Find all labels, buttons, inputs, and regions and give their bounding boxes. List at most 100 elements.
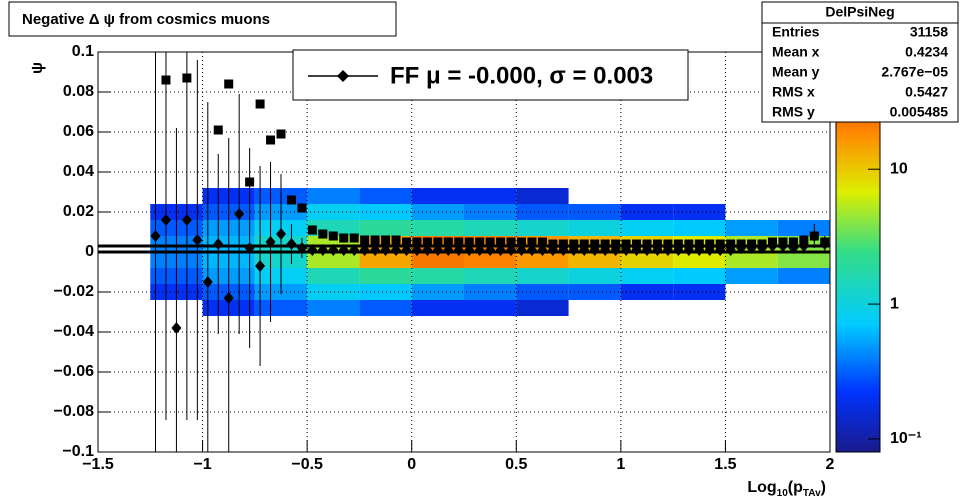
- rms-marker: [360, 235, 370, 245]
- rms-marker: [506, 237, 516, 247]
- heatmap-cell: [725, 252, 778, 268]
- x-tick-label: 2: [826, 456, 835, 473]
- mean-marker: [380, 244, 391, 256]
- rms-marker: [266, 135, 276, 145]
- rms-marker: [652, 239, 662, 249]
- y-tick-label: 0.08: [63, 83, 94, 100]
- legend-marker: [337, 70, 349, 82]
- rms-marker: [276, 129, 286, 139]
- rms-marker: [297, 203, 307, 213]
- mean-marker: [276, 228, 286, 240]
- stats-value: 0.5427: [905, 84, 948, 100]
- mean-marker: [338, 244, 349, 256]
- y-tick-label: −0.06: [54, 363, 95, 380]
- mean-marker: [223, 292, 234, 304]
- legend-text: FF μ = -0.000, σ = 0.003: [390, 62, 653, 89]
- rms-marker: [600, 239, 610, 249]
- rms-marker: [401, 237, 411, 247]
- mean-marker: [160, 214, 171, 226]
- mean-marker: [234, 208, 245, 220]
- heatmap-cell: [516, 268, 569, 284]
- rms-marker: [673, 239, 683, 249]
- mean-marker: [171, 322, 182, 334]
- rms-marker: [224, 79, 234, 89]
- stats-label: RMS x: [772, 84, 815, 100]
- stats-box: [761, 1, 959, 123]
- heatmap-cell: [620, 220, 674, 236]
- y-tick-label: −0.02: [54, 283, 95, 300]
- rms-marker: [820, 237, 830, 247]
- z-tick-label: 10: [890, 160, 908, 177]
- heatmap-cell: [307, 300, 360, 316]
- mean-marker: [495, 244, 506, 256]
- heatmap-cell: [359, 220, 412, 236]
- rms-marker: [590, 239, 600, 249]
- heatmap-cell: [673, 252, 726, 268]
- heatmap-cell: [307, 268, 360, 284]
- heatmap-cell: [411, 188, 464, 204]
- heatmap-cell: [568, 268, 621, 284]
- x-label-part: Log: [747, 479, 776, 496]
- heatmap-cell: [516, 300, 569, 316]
- rms-marker: [809, 231, 819, 241]
- mean-marker: [307, 244, 318, 256]
- heatmap-cell: [411, 252, 464, 268]
- rms-marker: [161, 75, 171, 85]
- heatmap-cell: [359, 268, 412, 284]
- x-tick-label: 1.5: [714, 456, 736, 473]
- rms-marker: [694, 239, 704, 249]
- mean-marker: [506, 244, 517, 256]
- rms-marker: [370, 235, 380, 245]
- heatmap-cell: [777, 268, 830, 284]
- heatmap-cell: [411, 284, 464, 300]
- legend-box: [292, 49, 689, 101]
- x-tick-label: −1.5: [82, 456, 114, 473]
- heatmap-cell: [725, 220, 778, 236]
- heatmap-cell: [464, 220, 517, 236]
- mean-marker: [464, 244, 475, 256]
- mean-marker: [244, 242, 255, 254]
- rms-marker: [705, 239, 715, 249]
- heatmap-cell: [464, 300, 517, 316]
- rms-marker: [579, 239, 589, 249]
- heatmap-cell: [359, 252, 412, 268]
- rms-marker: [621, 239, 631, 249]
- heatmap-cell: [516, 188, 569, 204]
- heatmap-cell: [673, 268, 726, 284]
- mean-marker: [537, 244, 548, 256]
- heatmap-cell: [464, 252, 517, 268]
- mean-marker: [202, 276, 213, 288]
- mean-marker: [349, 244, 360, 256]
- heatmap-cell: [464, 268, 517, 284]
- mean-marker: [391, 244, 402, 256]
- mean-marker: [286, 238, 297, 250]
- stats-value: 0.005485: [890, 104, 949, 120]
- mean-marker: [181, 214, 192, 226]
- rms-marker: [548, 239, 558, 249]
- heatmap-cell: [359, 300, 412, 316]
- y-tick-label: −0.08: [54, 403, 95, 420]
- y-tick-label: 0: [85, 243, 94, 260]
- heatmap-cell: [725, 268, 778, 284]
- heatmap-cell: [673, 220, 726, 236]
- rms-marker: [391, 235, 401, 245]
- rms-marker: [339, 233, 349, 243]
- mean-marker: [526, 244, 537, 256]
- y-tick-label: 0.06: [63, 123, 94, 140]
- y-tick-label: 0.02: [63, 203, 94, 220]
- heatmap-cell: [568, 252, 621, 268]
- heatmap-cell: [673, 284, 726, 300]
- mean-marker: [328, 244, 339, 256]
- stats-title: DelPsiNeg: [825, 4, 894, 20]
- rms-marker: [318, 229, 328, 239]
- rms-marker: [736, 239, 746, 249]
- rms-marker: [663, 239, 673, 249]
- heatmap-cell: [359, 188, 412, 204]
- rms-marker: [684, 239, 694, 249]
- y-tick-label: −0.04: [54, 323, 95, 340]
- rms-marker: [788, 237, 798, 247]
- x-label-part: (p: [788, 479, 803, 496]
- z-tick-label: 10⁻¹: [890, 430, 922, 447]
- heatmap-cell: [777, 252, 830, 268]
